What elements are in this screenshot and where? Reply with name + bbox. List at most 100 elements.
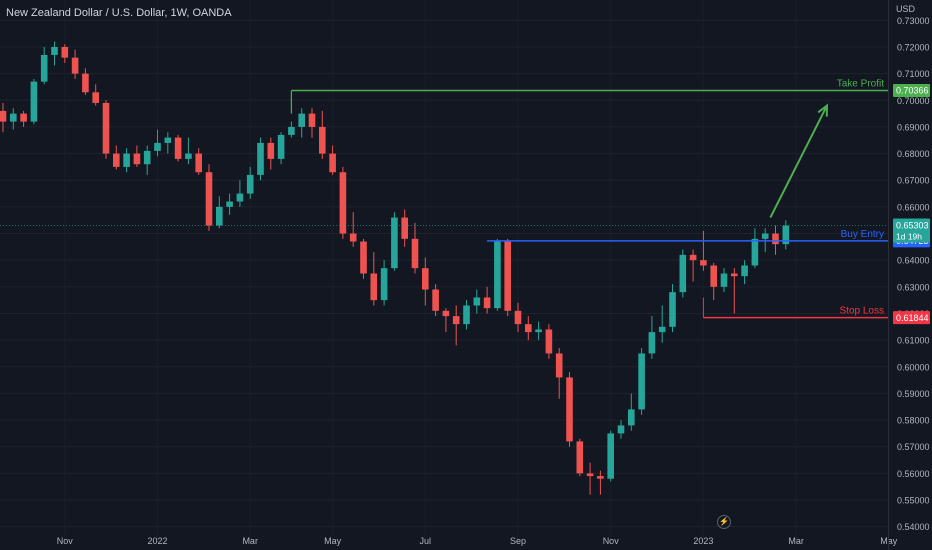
candle-body (154, 142, 161, 151)
stop-loss-badge-value: 0.61844 (896, 313, 929, 323)
candle-body (205, 172, 213, 226)
candle-body (0, 110, 7, 122)
price-tick-label: 0.67000 (897, 176, 930, 186)
candle-body (216, 206, 223, 226)
candle-body (308, 113, 316, 127)
take-profit-badge-value: 0.70366 (896, 86, 929, 96)
price-grid (0, 19, 888, 528)
candle-body (586, 473, 594, 477)
candle-body (267, 142, 275, 159)
candle-body (432, 289, 439, 311)
time-axis[interactable]: Nov 2022 Mar May Jul Sep Nov 2023 Mar May (57, 536, 898, 546)
take-profit-label: Take Profit (837, 79, 884, 90)
candle-body (700, 260, 707, 266)
price-tick-label: 0.64000 (897, 256, 930, 266)
projection-arrow[interactable] (769, 103, 829, 218)
candle-body (679, 254, 687, 293)
candle-body (257, 142, 264, 175)
price-tick-label: 0.71000 (897, 69, 930, 79)
candle-body (628, 409, 635, 426)
trade-levels[interactable]: Take Profit Buy Entry Stop Loss (0, 79, 888, 319)
candle-body (236, 193, 244, 202)
candle-body (731, 273, 738, 277)
time-tick-label: 2022 (147, 536, 167, 546)
candle-body (102, 102, 110, 154)
candle-body (319, 126, 326, 154)
candle-body (782, 225, 790, 245)
candle-body (298, 113, 305, 127)
time-tick-label: May (324, 536, 342, 546)
price-tick-label: 0.68000 (897, 149, 930, 159)
candle-body (329, 153, 336, 173)
candle-body (576, 441, 584, 474)
price-tick-label: 0.58000 (897, 416, 930, 426)
candle-body (525, 324, 532, 333)
candle-body (143, 150, 151, 165)
candle-body (185, 153, 192, 159)
currency-label: USD (896, 4, 916, 14)
price-axis-border (888, 0, 889, 550)
time-tick-label: Sep (510, 536, 526, 546)
candle-body (422, 268, 429, 290)
price-tick-label: 0.59000 (897, 389, 930, 399)
candle-body (741, 265, 748, 277)
price-tick-label: 0.72000 (897, 42, 930, 52)
candle-body (658, 326, 666, 333)
candle-body (452, 316, 460, 325)
current-price-badge (893, 218, 930, 243)
candle-body (669, 292, 676, 327)
candle-body (339, 172, 347, 234)
price-tick-label: 0.56000 (897, 469, 930, 479)
buy-entry-label: Buy Entry (841, 229, 884, 240)
price-tick-label: 0.73000 (897, 16, 930, 26)
candle-body (411, 238, 419, 269)
candle-body (504, 241, 511, 311)
candle-body (483, 297, 491, 309)
price-tick-label: 0.70000 (897, 96, 930, 106)
candle-body (51, 46, 58, 55)
price-tick-label: 0.54000 (897, 522, 930, 532)
candle-body (401, 217, 408, 239)
candle-body (514, 310, 522, 325)
candle-body (133, 153, 141, 165)
candle-body (473, 297, 481, 306)
price-tick-label: 0.66000 (897, 202, 930, 212)
countdown-value: 1d 19h (896, 231, 922, 241)
candle-body (288, 126, 295, 135)
candle-body (607, 433, 614, 479)
candle-body (638, 353, 645, 410)
candlestick-series (0, 41, 790, 495)
candle-body (380, 268, 388, 301)
candle-body (246, 174, 254, 194)
price-tick-label: 0.60000 (897, 362, 930, 372)
candle-body (82, 73, 89, 93)
bolt-icon[interactable]: ⚡ (717, 515, 731, 529)
candle-body (174, 137, 182, 159)
current-price-value: 0.65303 (896, 221, 929, 231)
candle-body (349, 233, 357, 242)
candle-body (751, 238, 759, 266)
candle-body (370, 273, 378, 301)
price-tick-label: 0.63000 (897, 282, 930, 292)
candle-body (689, 254, 697, 261)
candle-body (555, 353, 563, 378)
candle-body (360, 241, 367, 274)
candle-body (535, 329, 542, 333)
candle-body (164, 137, 172, 143)
stop-loss-badge (893, 311, 930, 325)
candle-body (123, 153, 130, 167)
candle-body (597, 476, 604, 479)
arrow-head (817, 103, 829, 117)
candle-body (195, 153, 202, 173)
candle-body (566, 377, 573, 442)
candle-body (494, 241, 501, 309)
time-tick-label: May (880, 536, 898, 546)
time-tick-label: Jul (420, 536, 432, 546)
candle-body (40, 54, 48, 82)
candle-body (113, 153, 120, 167)
candle-body (226, 201, 233, 207)
time-tick-label: Mar (788, 536, 804, 546)
candle-body (772, 233, 779, 245)
